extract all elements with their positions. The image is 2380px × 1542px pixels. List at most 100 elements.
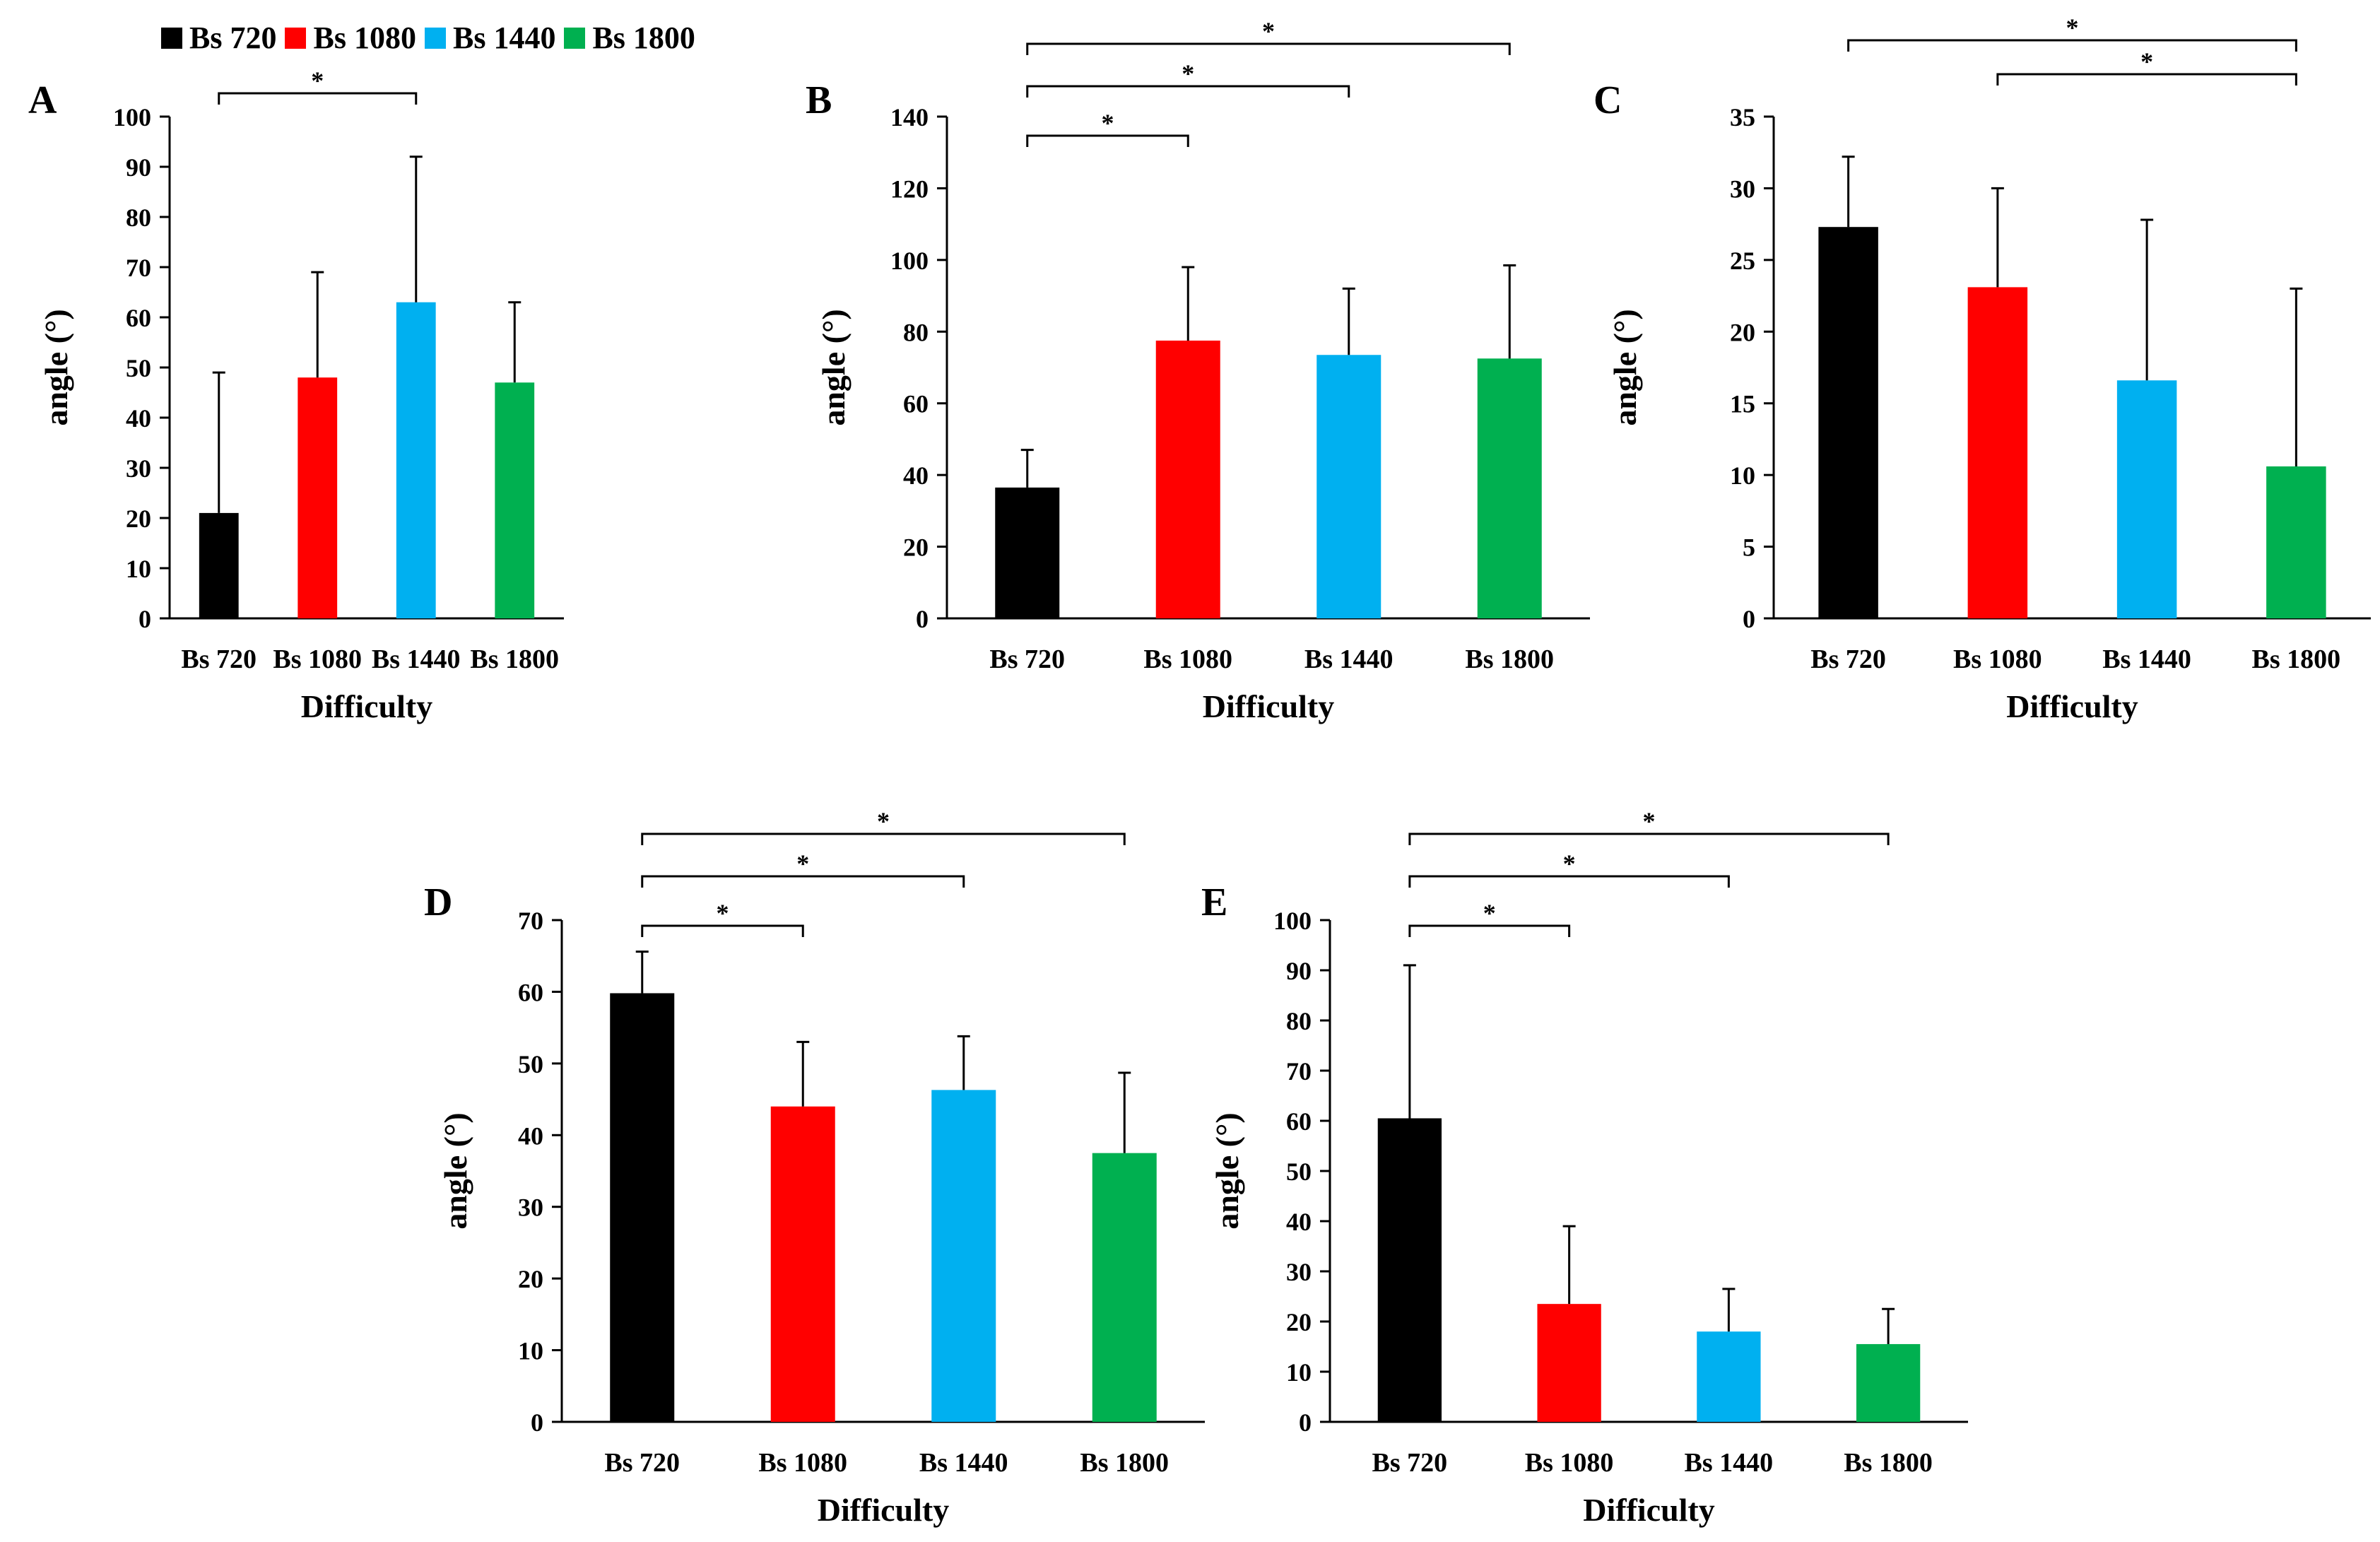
significance-star-e-0: * — [1483, 899, 1496, 927]
category-label-a-2: Bs 1440 — [372, 645, 461, 674]
panel-b: B 0 20 40 60 80 100 120 140 Bs 720 Bs 1080 Bs 1440 B… — [806, 17, 1590, 724]
significance-bracket-e-2 — [1408, 832, 1890, 845]
legend-swatch-bs720 — [161, 27, 182, 49]
y-tick-label-d: 20 — [518, 1265, 543, 1293]
y-axis-label-b: angle (°) — [815, 309, 852, 425]
legend-swatch-bs1440 — [424, 27, 446, 49]
panel-e: E 0 10 20 30 40 50 60 70 80 90 100 Bs 720 Bs 1080 Bs 1… — [1201, 807, 1968, 1528]
y-tick-label-e: 30 — [1286, 1258, 1312, 1286]
significance-bracket-d-0 — [641, 924, 804, 937]
y-tick-label-d: 40 — [518, 1122, 543, 1150]
legend-label-bs720: Bs 720 — [189, 20, 277, 55]
y-tick-label-c: 30 — [1730, 175, 1755, 203]
significance-bracket-a-0 — [218, 92, 418, 105]
significance-bracket-d-1 — [641, 875, 965, 888]
category-label-a-0: Bs 720 — [181, 645, 257, 674]
significance-star-b-1: * — [1182, 59, 1194, 88]
significance-bracket-c-1 — [1847, 39, 2297, 52]
significance-bracket-b-2 — [1026, 42, 1511, 55]
significance-star-c-0: * — [2140, 47, 2153, 76]
bar-c-2 — [2116, 380, 2177, 618]
y-tick-label-a: 20 — [126, 505, 151, 533]
category-label-c-1: Bs 1080 — [1953, 645, 2042, 674]
y-tick-label-c: 20 — [1730, 318, 1755, 346]
bar-e-1 — [1537, 1304, 1601, 1422]
y-tick-label-b: 80 — [903, 318, 929, 346]
x-axis-label-c: Difficulty — [2006, 688, 2138, 724]
significance-bracket-b-0 — [1026, 134, 1189, 147]
y-tick-label-a: 100 — [113, 103, 151, 131]
bar-b-1 — [1155, 340, 1220, 618]
bar-b-3 — [1477, 358, 1542, 618]
bar-a-1 — [298, 377, 338, 618]
category-label-c-0: Bs 720 — [1810, 645, 1886, 674]
y-tick-label-a: 40 — [126, 404, 151, 432]
category-label-e-2: Bs 1440 — [1685, 1448, 1774, 1478]
y-tick-label-b: 100 — [890, 247, 929, 275]
panel-label-d: D — [424, 881, 452, 924]
y-tick-label-d: 0 — [531, 1408, 543, 1437]
y-tick-label-b: 140 — [890, 103, 929, 131]
y-tick-label-d: 10 — [518, 1337, 543, 1365]
y-tick-label-c: 5 — [1743, 534, 1755, 562]
legend: Bs 720 Bs 1080 Bs 1440 Bs 1800 — [161, 20, 704, 56]
y-tick-label-e: 0 — [1299, 1408, 1312, 1437]
panel-label-c: C — [1593, 78, 1622, 122]
y-tick-label-e: 80 — [1286, 1007, 1312, 1035]
y-tick-label-a: 50 — [126, 354, 151, 382]
significance-star-b-2: * — [1262, 17, 1275, 45]
legend-item-bs1080: Bs 1080 — [285, 20, 416, 56]
significance-star-d-0: * — [717, 899, 729, 927]
y-tick-label-c: 15 — [1730, 390, 1755, 418]
legend-swatch-bs1800 — [564, 27, 586, 49]
y-tick-label-c: 0 — [1743, 605, 1755, 633]
y-tick-label-d: 50 — [518, 1050, 543, 1078]
x-axis-label-a: Difficulty — [301, 688, 433, 724]
panel-d: D 0 10 20 30 40 50 60 70 Bs 720 Bs 1080 Bs 1440 Bs 1… — [424, 807, 1205, 1528]
y-axis-label-a: angle (°) — [38, 309, 74, 425]
x-axis-label-b: Difficulty — [1203, 688, 1335, 724]
bar-a-3 — [495, 382, 535, 618]
y-tick-label-e: 20 — [1286, 1308, 1312, 1336]
category-label-d-2: Bs 1440 — [919, 1448, 1008, 1478]
category-label-e-3: Bs 1800 — [1844, 1448, 1933, 1478]
category-label-d-1: Bs 1080 — [758, 1448, 847, 1478]
bar-c-1 — [1967, 287, 2028, 618]
y-tick-label-d: 30 — [518, 1194, 543, 1222]
significance-star-e-2: * — [1643, 807, 1656, 835]
y-tick-label-b: 0 — [916, 605, 929, 633]
bar-b-0 — [995, 487, 1060, 618]
y-tick-label-a: 70 — [126, 254, 151, 282]
bar-e-0 — [1377, 1118, 1442, 1422]
significance-star-a-0: * — [311, 66, 324, 95]
bar-a-0 — [199, 512, 239, 618]
y-axis-label-e: angle (°) — [1209, 1112, 1245, 1229]
y-tick-label-c: 35 — [1730, 103, 1755, 131]
y-tick-label-d: 60 — [518, 978, 543, 1006]
y-tick-label-e: 100 — [1273, 907, 1312, 935]
significance-bracket-e-0 — [1408, 924, 1571, 937]
x-axis-label-d: Difficulty — [818, 1492, 950, 1528]
bar-c-0 — [1818, 227, 1878, 618]
significance-bracket-c-0 — [1996, 73, 2297, 86]
bar-d-1 — [770, 1106, 835, 1422]
y-tick-label-a: 90 — [126, 153, 151, 182]
bar-a-2 — [396, 302, 436, 618]
significance-bracket-d-2 — [641, 832, 1126, 845]
significance-bracket-b-1 — [1026, 85, 1350, 98]
category-label-c-2: Bs 1440 — [2102, 645, 2191, 674]
y-tick-label-e: 40 — [1286, 1208, 1312, 1236]
category-label-c-3: Bs 1800 — [2252, 645, 2341, 674]
panel-label-e: E — [1201, 881, 1227, 924]
category-label-b-0: Bs 720 — [989, 645, 1065, 674]
category-label-d-0: Bs 720 — [604, 1448, 680, 1478]
legend-swatch-bs1080 — [285, 27, 307, 49]
category-label-e-1: Bs 1080 — [1525, 1448, 1614, 1478]
panel-label-b: B — [806, 78, 832, 122]
y-tick-label-a: 0 — [139, 605, 151, 633]
bar-c-3 — [2266, 466, 2326, 618]
y-tick-label-b: 40 — [903, 461, 929, 490]
category-label-e-0: Bs 720 — [1372, 1448, 1448, 1478]
significance-star-c-1: * — [2066, 13, 2079, 42]
